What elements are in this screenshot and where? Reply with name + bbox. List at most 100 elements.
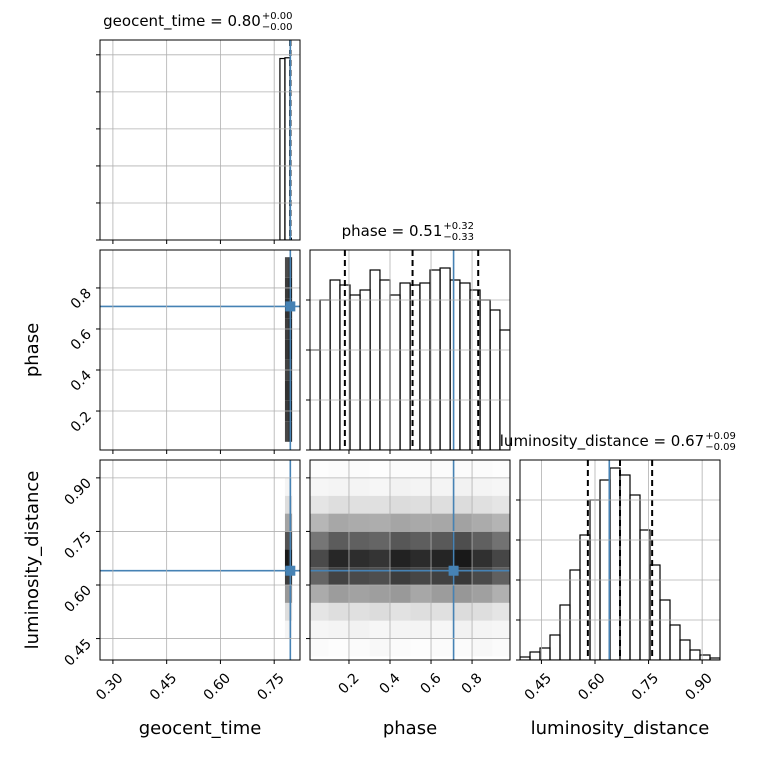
density-cell: [390, 460, 411, 478]
density-cell: [369, 531, 390, 550]
density-cell: [328, 585, 349, 603]
x-tick-label: 0.90: [682, 670, 715, 703]
density-cell: [369, 620, 390, 639]
density-cell: [369, 477, 390, 496]
y-tick-label: 0.90: [61, 475, 94, 508]
density-cell: [472, 531, 493, 550]
density-cell: [328, 620, 349, 639]
x-tick-label: 0.45: [522, 670, 555, 703]
panel-frame: [519, 459, 721, 661]
density-cell: [369, 638, 390, 657]
density-cell: [472, 567, 493, 585]
histogram-bar: [699, 654, 711, 660]
density-cell: [431, 620, 452, 639]
density-cell: [472, 513, 493, 532]
y-axis-label: luminosity_distance: [22, 471, 43, 650]
histogram-bar: [389, 294, 401, 450]
histogram-bar: [549, 634, 561, 660]
histogram-bar: [349, 294, 361, 450]
density-cell: [431, 513, 452, 532]
density-cell: [492, 460, 510, 478]
density-cell: [431, 531, 452, 550]
histogram-bar: [709, 657, 720, 660]
panel-frame: [99, 249, 301, 451]
density-cell: [410, 620, 432, 639]
density-cell: [451, 477, 473, 496]
histogram-bar: [489, 309, 501, 450]
title-lower-error: −0.33: [443, 232, 474, 243]
density-cell: [451, 620, 473, 639]
x-tick-label: 0.45: [147, 670, 180, 703]
density-cell: [472, 549, 493, 568]
density-cell: [492, 602, 510, 621]
density-cell: [284, 257, 289, 278]
density-cell: [348, 602, 370, 621]
density-cell: [390, 513, 411, 532]
density-cell: [431, 567, 452, 585]
density-cell: [284, 620, 289, 639]
density-cell: [284, 585, 289, 603]
y-axis-label: phase: [22, 323, 43, 377]
x-tick-label: 0.8: [459, 670, 486, 697]
histogram-bar: [429, 269, 441, 450]
y-tick-label: 0.45: [61, 636, 94, 669]
histogram-bar: [659, 599, 671, 660]
density-cell: [390, 495, 411, 514]
title-upper-error: +0.00: [262, 11, 293, 22]
density-cell: [451, 602, 473, 621]
histogram-bar: [359, 289, 371, 450]
density-cell: [472, 495, 493, 514]
density-cell: [472, 638, 493, 657]
density-cell: [390, 638, 411, 657]
density-cell: [328, 549, 349, 568]
density-cell: [328, 477, 349, 496]
density-cell: [390, 585, 411, 603]
density-cell: [492, 495, 510, 514]
histogram-bar: [529, 651, 541, 660]
y-tick-label: 0.8: [68, 285, 95, 312]
density-cell: [369, 495, 390, 514]
x-tick-label: 0.6: [418, 670, 445, 697]
density-cell: [431, 460, 452, 478]
histogram-bar: [629, 494, 641, 660]
density-cell: [310, 513, 329, 532]
x-tick-label: 0.75: [254, 670, 287, 703]
density-cell: [348, 620, 370, 639]
x-tick-label: 0.4: [377, 670, 404, 697]
title-lower-error: −0.09: [705, 442, 736, 453]
histogram-bar: [609, 467, 621, 660]
density-cell: [410, 531, 432, 550]
histogram-bar: [369, 269, 381, 450]
density-cell: [431, 549, 452, 568]
density-cell: [390, 602, 411, 621]
y-tick-label: 0.60: [61, 583, 94, 616]
histogram-bar: [459, 282, 471, 450]
density-cell: [369, 460, 390, 478]
histogram-bar: [399, 282, 411, 450]
y-tick-label: 0.75: [61, 529, 94, 562]
density-cell: [284, 567, 289, 585]
panel-frame: [309, 249, 511, 451]
x-tick-label: 0.2: [336, 670, 363, 697]
density-cell: [369, 602, 390, 621]
density-cell: [310, 638, 329, 657]
density-cell: [348, 567, 370, 585]
density-cell: [348, 495, 370, 514]
y-tick-label: 0.4: [68, 367, 95, 394]
panel-title: geocent_time = 0.80: [103, 12, 261, 31]
density-cell: [410, 549, 432, 568]
density-cell: [492, 531, 510, 550]
histogram-bar: [449, 279, 461, 450]
histogram-bar: [439, 267, 451, 450]
x-tick-label: 0.75: [629, 670, 662, 703]
truth-marker: [448, 565, 459, 576]
density-cell: [310, 495, 329, 514]
density-cell: [472, 477, 493, 496]
density-cell: [431, 602, 452, 621]
density-cell: [410, 495, 432, 514]
density-cell: [284, 477, 289, 496]
panel-frame: [309, 459, 511, 661]
histogram-bar: [379, 279, 391, 450]
density-cell: [328, 460, 349, 478]
density-cell: [328, 531, 349, 550]
